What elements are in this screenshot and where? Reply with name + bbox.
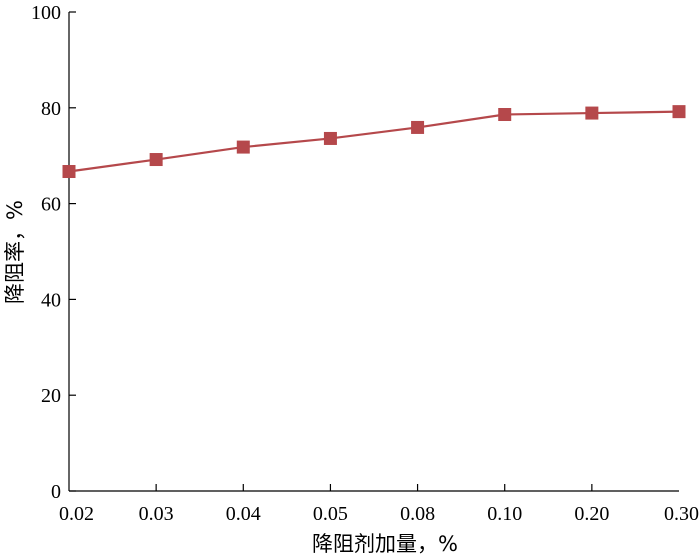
data-point-marker [149, 153, 163, 167]
y-tick-label: 60 [41, 194, 61, 216]
x-tick-label: 0.30 [664, 503, 699, 525]
y-axis-title: 降阻率，% [3, 200, 27, 304]
y-tick-label: 0 [51, 481, 61, 503]
data-point-marker [672, 105, 686, 119]
series-layer [62, 105, 686, 179]
data-point-marker [323, 131, 337, 145]
series-line [68, 110, 680, 173]
x-tick-label: 0.02 [59, 503, 94, 525]
data-point-marker [585, 106, 599, 120]
x-ticks: 0.02 0.03 0.04 0.05 0.08 0.10 0.20 0.30 [59, 484, 699, 525]
data-point-marker [498, 108, 512, 122]
y-tick-label: 100 [31, 2, 61, 24]
x-tick-label: 0.04 [226, 503, 261, 525]
y-tick-label: 40 [41, 289, 61, 311]
y-ticks: 0 20 40 60 80 100 [31, 2, 76, 503]
axes [68, 12, 679, 492]
y-tick-label: 20 [41, 385, 61, 407]
x-tick-label: 0.05 [313, 503, 348, 525]
x-axis-title: 降阻剂加量，% [312, 532, 458, 556]
data-point-marker [236, 140, 250, 154]
x-tick-label: 0.03 [139, 503, 174, 525]
x-tick-label: 0.08 [400, 503, 435, 525]
y-tick-label: 80 [41, 98, 61, 120]
data-point-marker [411, 120, 425, 134]
data-point-marker [62, 165, 76, 179]
x-tick-label: 0.10 [487, 503, 522, 525]
x-tick-label: 0.20 [574, 503, 609, 525]
